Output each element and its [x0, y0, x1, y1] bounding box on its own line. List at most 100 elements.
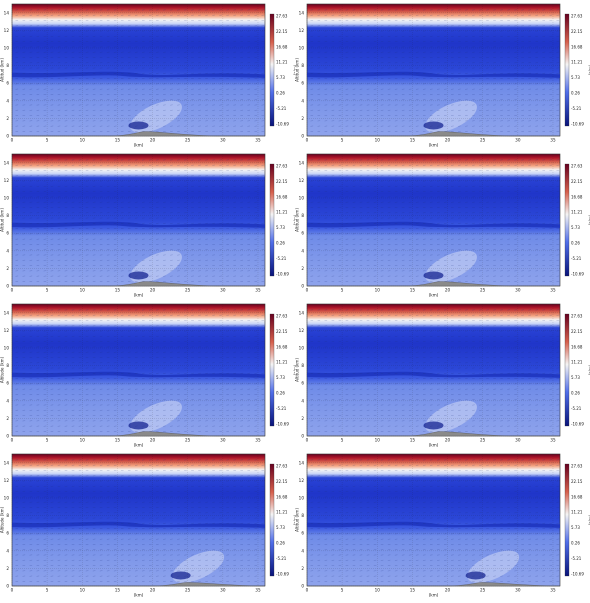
colorbar-tick-label: 22.15: [276, 179, 288, 184]
x-tick-label: 20: [150, 138, 156, 143]
y-axis-label: Altitud (km): [295, 358, 300, 382]
x-axis-label: (km): [429, 293, 439, 298]
x-tick-label: 15: [410, 438, 416, 443]
colorbar-unit-label: (m/s): [293, 365, 295, 375]
y-tick-label: 4: [301, 548, 304, 553]
y-axis-label: Altitud (km): [295, 58, 300, 82]
colorbar-tick-label: -10.69: [276, 421, 289, 426]
x-tick-label: 5: [341, 588, 344, 593]
y-tick-label: 2: [6, 116, 9, 121]
colorbar-tick-label: 0.26: [571, 241, 580, 246]
colorbar-tick-label: -10.69: [276, 271, 289, 276]
y-tick-label: 2: [301, 416, 304, 421]
y-tick-label: 10: [4, 46, 10, 51]
panel-g-chart: 0 5 10 15 20 25 30 35 0 2 4 6 8 10 12 14 (km) Altitude (k…: [0, 453, 295, 598]
colorbar-tick-label: 11.21: [276, 360, 288, 365]
colorbar-tick-label: 0.26: [571, 91, 580, 96]
x-tick-label: 30: [515, 288, 521, 293]
x-tick-label: 15: [115, 138, 121, 143]
panel-e: 0 5 10 15 20 25 30 35 0 2 4 6 8 10 12 14 (km) Altitude (k…: [0, 300, 295, 450]
colorbar-tick-label: 0.26: [276, 541, 285, 546]
y-tick-label: 0: [301, 434, 304, 439]
x-tick-label: 5: [46, 138, 49, 143]
x-tick-label: 30: [220, 438, 226, 443]
colorbar-tick-label: 11.21: [571, 360, 583, 365]
colorbar-tick-label: 27.63: [571, 163, 583, 168]
x-tick-label: 0: [306, 138, 309, 143]
y-tick-label: 6: [6, 81, 9, 86]
x-tick-label: 25: [185, 438, 191, 443]
x-tick-label: 0: [306, 588, 309, 593]
low-level-jet-core: [423, 421, 444, 430]
y-tick-label: 10: [4, 346, 10, 351]
y-tick-label: 2: [301, 116, 304, 121]
x-tick-label: 0: [11, 588, 14, 593]
colorbar-tick-label: 27.63: [276, 463, 288, 468]
wind-vectors: [310, 9, 560, 132]
x-tick-label: 10: [375, 438, 381, 443]
colorbar: [269, 463, 275, 577]
colorbar-tick-label: -5.21: [571, 106, 582, 111]
colorbar-tick-label: 11.21: [571, 210, 583, 215]
y-tick-label: 4: [6, 98, 9, 103]
low-level-jet-core: [423, 121, 444, 130]
colorbar-tick-label: 0.26: [276, 91, 285, 96]
y-tick-label: 12: [4, 328, 10, 333]
x-axis-label: (km): [134, 293, 144, 298]
colorbar-tick-label: 22.15: [571, 329, 583, 334]
colorbar-tick-label: 16.68: [571, 494, 583, 499]
colorbar: [269, 163, 275, 277]
panel-h-chart: 0 5 10 15 20 25 30 35 0 2 4 6 8 10 12 14 (km) Altitud (km…: [295, 453, 590, 598]
colorbar: [564, 163, 570, 277]
y-tick-label: 12: [299, 478, 305, 483]
y-tick-label: 4: [6, 248, 9, 253]
y-tick-label: 14: [299, 310, 305, 315]
x-tick-label: 20: [445, 138, 451, 143]
colorbar-tick-label: -5.21: [276, 256, 287, 261]
y-tick-label: 8: [301, 63, 304, 68]
colorbar-tick-label: 11.21: [571, 510, 583, 515]
colorbar-tick-label: 27.63: [276, 163, 288, 168]
colorbar-tick-label: -5.21: [571, 406, 582, 411]
colorbar-tick-label: 5.73: [276, 375, 285, 380]
y-tick-label: 14: [299, 10, 305, 15]
x-tick-label: 35: [255, 138, 261, 143]
y-tick-label: 2: [6, 416, 9, 421]
x-tick-label: 15: [115, 438, 121, 443]
x-tick-label: 0: [11, 438, 14, 443]
terrain: [12, 431, 265, 437]
x-axis-label: (km): [429, 443, 439, 448]
y-axis-label: Altitud (km): [295, 208, 300, 232]
colorbar-tick-label: -5.21: [276, 406, 287, 411]
terrain: [12, 582, 265, 587]
terrain: [12, 131, 265, 137]
colorbar-unit-label: (m/s): [293, 215, 295, 225]
x-tick-label: 15: [410, 138, 416, 143]
colorbar-tick-label: 11.21: [276, 60, 288, 65]
x-tick-label: 20: [445, 588, 451, 593]
y-tick-label: 14: [299, 160, 305, 165]
colorbar-tick-label: 11.21: [276, 210, 288, 215]
terrain: [307, 431, 560, 437]
y-tick-label: 12: [4, 178, 10, 183]
x-tick-label: 30: [515, 438, 521, 443]
y-tick-label: 2: [301, 566, 304, 571]
x-tick-label: 25: [480, 138, 486, 143]
gridlines: [306, 304, 560, 437]
x-axis-label: (km): [134, 143, 144, 148]
y-tick-label: 6: [6, 531, 9, 536]
x-tick-label: 5: [341, 438, 344, 443]
x-tick-label: 15: [115, 288, 121, 293]
y-tick-label: 8: [6, 213, 9, 218]
field-background: [11, 453, 266, 587]
x-tick-label: 25: [185, 588, 191, 593]
x-tick-label: 20: [150, 288, 156, 293]
colorbar-tick-label: 0.26: [571, 541, 580, 546]
y-tick-label: 6: [301, 81, 304, 86]
y-tick-label: 12: [299, 178, 305, 183]
tropopause-band: [307, 371, 560, 378]
low-level-jet-core: [128, 271, 149, 280]
colorbar-unit-label: (m/s): [588, 515, 590, 525]
y-tick-label: 10: [299, 346, 305, 351]
